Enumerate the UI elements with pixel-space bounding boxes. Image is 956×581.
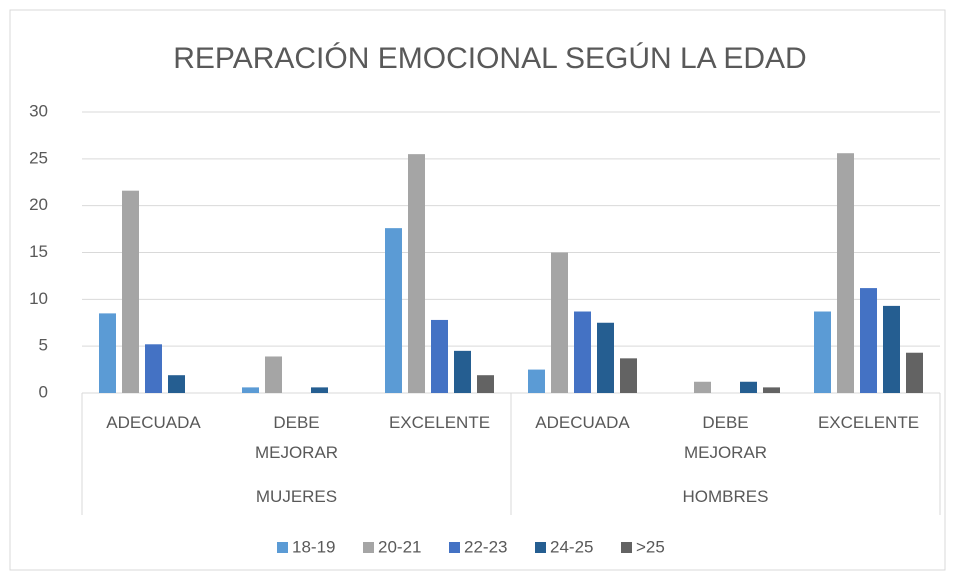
y-tick-label: 5 xyxy=(39,336,48,355)
x-tick-label: ADECUADA xyxy=(106,413,201,432)
legend-swatch xyxy=(363,542,374,553)
bar xyxy=(99,313,116,393)
bar xyxy=(694,381,711,393)
y-tick-label: 25 xyxy=(29,148,48,167)
bar xyxy=(528,369,545,393)
x-tick-label: EXCELENTE xyxy=(817,413,920,432)
legend-label: >25 xyxy=(636,537,665,556)
bar xyxy=(311,387,328,393)
bar xyxy=(551,252,568,393)
y-tick-label: 0 xyxy=(39,382,48,401)
y-tick-label: 15 xyxy=(29,242,48,261)
legend-swatch xyxy=(535,542,546,553)
legend-label: 18-19 xyxy=(292,537,335,556)
bar xyxy=(242,387,259,393)
x-tick-label: DEBE MEJORAR xyxy=(254,413,339,462)
legend-swatch xyxy=(449,542,460,553)
bar xyxy=(597,322,614,393)
bar xyxy=(906,352,923,393)
bar xyxy=(883,305,900,393)
chart-title: REPARACIÓN EMOCIONAL SEGÚN LA EDAD xyxy=(173,42,806,75)
group-label: MUJERES xyxy=(255,487,338,506)
bar xyxy=(620,358,637,393)
bar xyxy=(265,356,282,393)
legend-label: 24-25 xyxy=(550,537,593,556)
group-label: HOMBRES xyxy=(682,487,769,506)
legend-swatch xyxy=(621,542,632,553)
legend-swatch xyxy=(277,542,288,553)
bar xyxy=(814,311,831,393)
bar xyxy=(145,344,162,393)
bar xyxy=(477,375,494,393)
chart-border xyxy=(9,9,946,571)
bar xyxy=(763,387,780,393)
bar xyxy=(385,228,402,393)
legend-label: 22-23 xyxy=(464,537,507,556)
bar xyxy=(860,288,877,393)
bar xyxy=(431,319,448,393)
x-tick-label: EXCELENTE xyxy=(388,413,491,432)
bar xyxy=(574,311,591,393)
x-tick-label: ADECUADA xyxy=(535,413,630,432)
bar xyxy=(168,375,185,393)
x-tick-label: DEBE MEJORAR xyxy=(683,413,768,462)
bar xyxy=(740,381,757,393)
y-tick-label: 20 xyxy=(29,195,48,214)
legend-label: 20-21 xyxy=(378,537,421,556)
bar xyxy=(408,154,425,393)
bar xyxy=(837,153,854,393)
bar xyxy=(454,350,471,393)
y-tick-label: 30 xyxy=(29,101,48,120)
y-tick-label: 10 xyxy=(29,289,48,308)
bar xyxy=(122,190,139,393)
